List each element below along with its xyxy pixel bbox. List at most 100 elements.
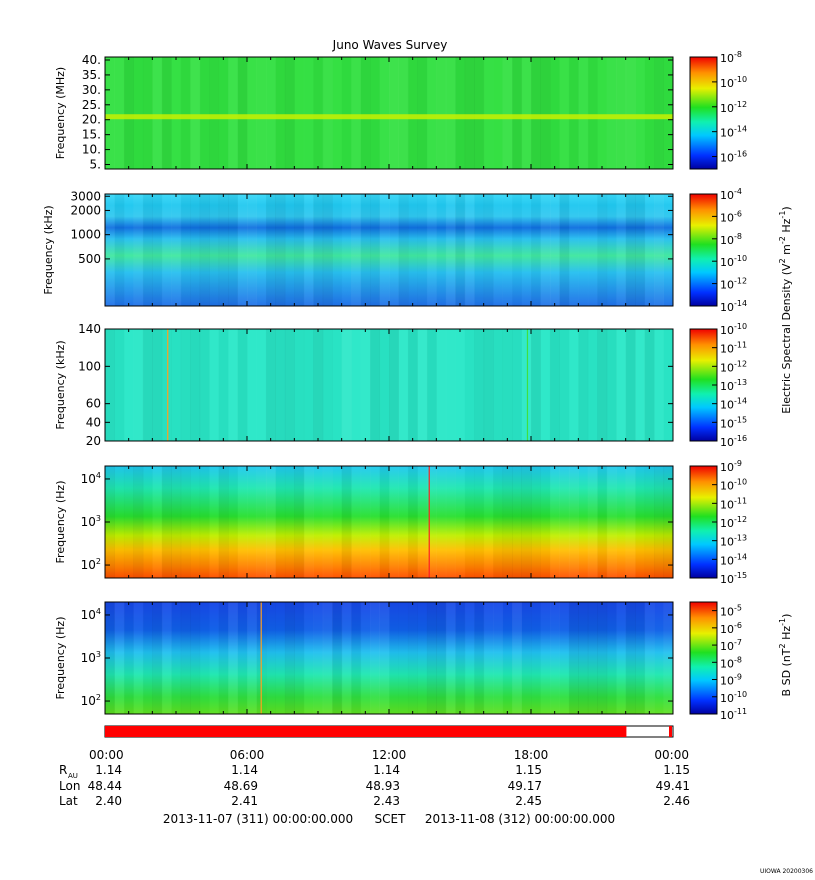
colorbar-label-electric: Electric Spectral Density (V2 m-2 Hz-1)	[778, 206, 793, 413]
ytick-label: 20	[86, 434, 101, 448]
colorbar-tick-label: 10-9	[720, 673, 742, 688]
ephemeris-label: R	[59, 763, 67, 777]
ytick-label: 104	[81, 471, 101, 486]
end-time: 2013-11-08 (312) 00:00:00.000	[425, 812, 615, 826]
plot-title: Juno Waves Survey	[332, 38, 448, 52]
ytick-label: 25.	[82, 98, 101, 112]
ytick-label: 20.	[82, 113, 101, 127]
ephemeris-value: 1.15	[663, 763, 690, 777]
ephemeris-value: 48.44	[88, 779, 122, 793]
spectrogram-lfr-high	[105, 329, 673, 441]
colorbar-tick-label: 10-15	[720, 571, 747, 586]
ephemeris-value: 2.46	[663, 794, 690, 808]
coverage-bar	[104, 725, 674, 738]
band-0	[105, 114, 673, 120]
colorbar-tick-label: 10-13	[720, 534, 747, 549]
colorbar-bsd	[689, 601, 718, 715]
colorbar-tick-label: 10-7	[720, 638, 742, 653]
colorbar-tick-label: 10-10	[720, 75, 747, 90]
ytick-label: 140	[78, 322, 101, 336]
ephemeris-value: 1.14	[373, 763, 400, 777]
ylabel-hfr-high: Frequency (MHz)	[54, 67, 67, 159]
ephemeris-label: Lat	[59, 794, 78, 808]
colorbar-tick-label: 10-11	[720, 496, 747, 511]
ytick-label: 30.	[82, 83, 101, 97]
colorbar-label-magnetic: B SD (nT2 Hz-1)	[778, 614, 793, 697]
colorbar-tick-label: 10-10	[720, 478, 747, 493]
ytick-label: 2000	[70, 203, 101, 217]
ytick-label: 60	[86, 397, 101, 411]
ytick-label: 10.	[82, 143, 101, 157]
panel-hfr-high: 40.35.30.25.20.15.10.5. Frequency (MHz) 10…	[54, 50, 747, 172]
ytick-label: 3000	[70, 189, 101, 203]
ephemeris-value: 2.40	[95, 794, 122, 808]
footer-id: UIOWA 20200306	[760, 868, 813, 875]
time-tick-label: 18:00	[514, 748, 549, 762]
colorbar-tick-label: 10-11	[720, 341, 747, 356]
colorbar-tick-label: 10-16	[720, 150, 747, 165]
ytick-label: 100	[78, 359, 101, 373]
ytick-label: 103	[81, 514, 101, 529]
panel-bsd: 104 103 102 Frequency (Hz) 10-5 10-6 10-7 10-8 1…	[54, 601, 747, 722]
ephemeris-value: 1.15	[515, 763, 542, 777]
colorbar-tick-label: 10-16	[720, 434, 747, 449]
colorbar-tick-label: 10-15	[720, 415, 747, 430]
panel-lfr-high: 140 100 60 40 20 Frequency (kHz) 10-10 10-11 10-…	[54, 322, 747, 449]
ylabel-bsd: Frequency (Hz)	[54, 617, 67, 700]
colorbar-tick-label: 10-11	[720, 707, 747, 722]
colorbar-tick-label: 10-12	[720, 359, 747, 374]
time-tick-label: 06:00	[230, 748, 265, 762]
ytick-label: 5.	[90, 158, 101, 172]
colorbar-tick-label: 10-14	[720, 552, 747, 567]
colorbar-tick-label: 10-12	[720, 100, 747, 115]
colorbar-tick-label: 10-6	[720, 209, 742, 224]
colorbar-tick-label: 10-4	[720, 187, 742, 202]
spectrogram-hfr-low	[105, 194, 673, 306]
spectrogram-lfr-low	[105, 466, 673, 578]
time-tick-label: 12:00	[372, 748, 407, 762]
ephemeris-value: 2.41	[231, 794, 258, 808]
ephemeris-value: 1.14	[95, 763, 122, 777]
ytick-label: 104	[81, 607, 101, 622]
ytick-label: 40	[86, 415, 101, 429]
ephemeris-value: 1.14	[231, 763, 258, 777]
ylabel-lfr-low: Frequency (Hz)	[54, 481, 67, 564]
colorbar-tick-label: 10-10	[720, 254, 747, 269]
colorbar-tick-label: 10-14	[720, 299, 747, 314]
ytick-label: 40.	[82, 53, 101, 67]
colorbar-tick-label: 10-13	[720, 378, 747, 393]
ytick-label: 15.	[82, 128, 101, 142]
colorbar-tick-label: 10-8	[720, 655, 742, 670]
colorbar-tick-label: 10-10	[720, 322, 747, 337]
colorbar-tick-label: 10-14	[720, 397, 747, 412]
colorbar-tick-label: 10-14	[720, 125, 747, 140]
scet-label: SCET	[375, 812, 407, 826]
time-tick-label: 00:00	[89, 748, 124, 762]
panel-lfr-low: 104 103 102 Frequency (Hz) 10-9 10-10 10-11 10-…	[54, 459, 747, 586]
colorbar-tick-label: 10-12	[720, 515, 747, 530]
ylabel-hfr-low: Frequency (kHz)	[42, 205, 55, 294]
colorbar-tick-label: 10-8	[720, 50, 742, 65]
ephemeris-value: 49.41	[656, 779, 690, 793]
colorbar-tick-label: 10-6	[720, 621, 742, 636]
ytick-label: 500	[78, 252, 101, 266]
time-tick-label: 00:00	[654, 748, 689, 762]
ephemeris-sub: AU	[68, 772, 78, 780]
colorbar-tick-label: 10-9	[720, 459, 742, 474]
start-time: 2013-11-07 (311) 00:00:00.000	[163, 812, 353, 826]
ephemeris-label: Lon	[59, 779, 80, 793]
ytick-label: 102	[81, 693, 101, 708]
ytick-label: 102	[81, 557, 101, 572]
colorbar-hfr-high	[689, 56, 718, 170]
ephemeris-value: 2.45	[515, 794, 542, 808]
ytick-label: 35.	[82, 68, 101, 82]
colorbar-tick-label: 10-5	[720, 604, 742, 619]
colorbar-hfr-low	[689, 193, 718, 307]
spectrogram-bsd	[105, 602, 673, 714]
ephemeris-value: 48.93	[366, 779, 400, 793]
ytick-label: 1000	[70, 228, 101, 242]
ephemeris-value: 48.69	[224, 779, 258, 793]
ytick-label: 103	[81, 650, 101, 665]
